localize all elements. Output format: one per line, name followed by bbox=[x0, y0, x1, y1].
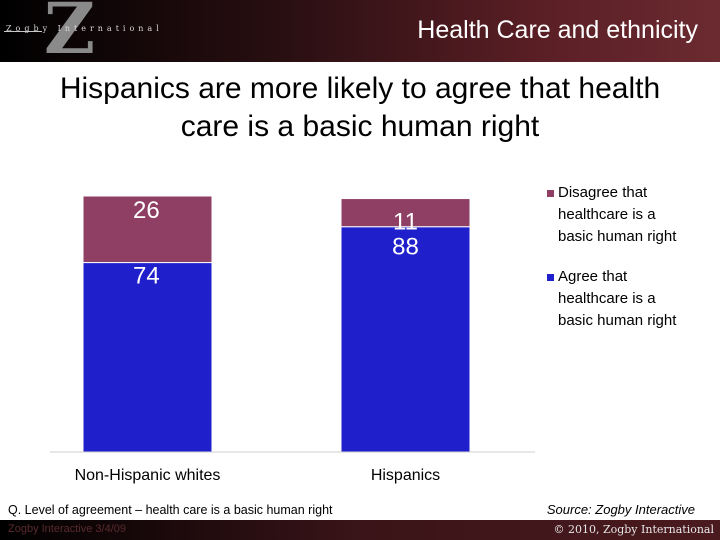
bar-agree-1 bbox=[340, 226, 471, 453]
footer-left-text: Zogby Interactive 3/4/09 bbox=[8, 523, 127, 535]
legend-label: healthcare is a bbox=[558, 206, 656, 223]
source-note: Source: Zogby Interactive bbox=[546, 502, 695, 517]
data-label: 88 bbox=[392, 234, 419, 261]
legend-swatch bbox=[547, 190, 554, 197]
question-note: Q. Level of agreement – health care is a… bbox=[8, 503, 333, 517]
slide-title-line-1: Hispanics are more likely to agree that … bbox=[59, 72, 661, 105]
data-label: 11 bbox=[393, 209, 418, 236]
slide-title: Hispanics are more likely to agree that … bbox=[0, 70, 720, 146]
bar-agree-0 bbox=[82, 262, 213, 453]
data-label: 74 bbox=[133, 263, 160, 290]
legend-label: Disagree that bbox=[558, 184, 648, 201]
slide-title-line-2: care is a basic human right bbox=[180, 110, 540, 143]
footer-bar: Zogby Interactive 3/4/09 © 2010, Zogby I… bbox=[0, 520, 720, 540]
category-label: Hispanics bbox=[371, 467, 440, 484]
legend-swatch bbox=[547, 274, 554, 281]
legend-label: basic human right bbox=[558, 228, 677, 245]
header-title: Health Care and ethnicity bbox=[417, 16, 698, 44]
bar-disagree-0 bbox=[82, 195, 213, 264]
category-label: Non-Hispanic whites bbox=[75, 467, 221, 484]
logo-rule-left bbox=[4, 31, 42, 32]
legend-label: healthcare is a bbox=[558, 290, 656, 307]
copyright-text: © 2010, Zogby International bbox=[553, 523, 714, 536]
bar-disagree-1 bbox=[340, 198, 471, 228]
logo-icon: Z bbox=[44, 0, 96, 62]
legend-label: basic human right bbox=[558, 312, 677, 329]
legend-label: Agree that bbox=[558, 268, 628, 285]
logo-text: Zogby International bbox=[6, 24, 163, 33]
header-bar: Z Zogby International Health Care and et… bbox=[0, 0, 720, 62]
data-label: 26 bbox=[133, 197, 160, 224]
